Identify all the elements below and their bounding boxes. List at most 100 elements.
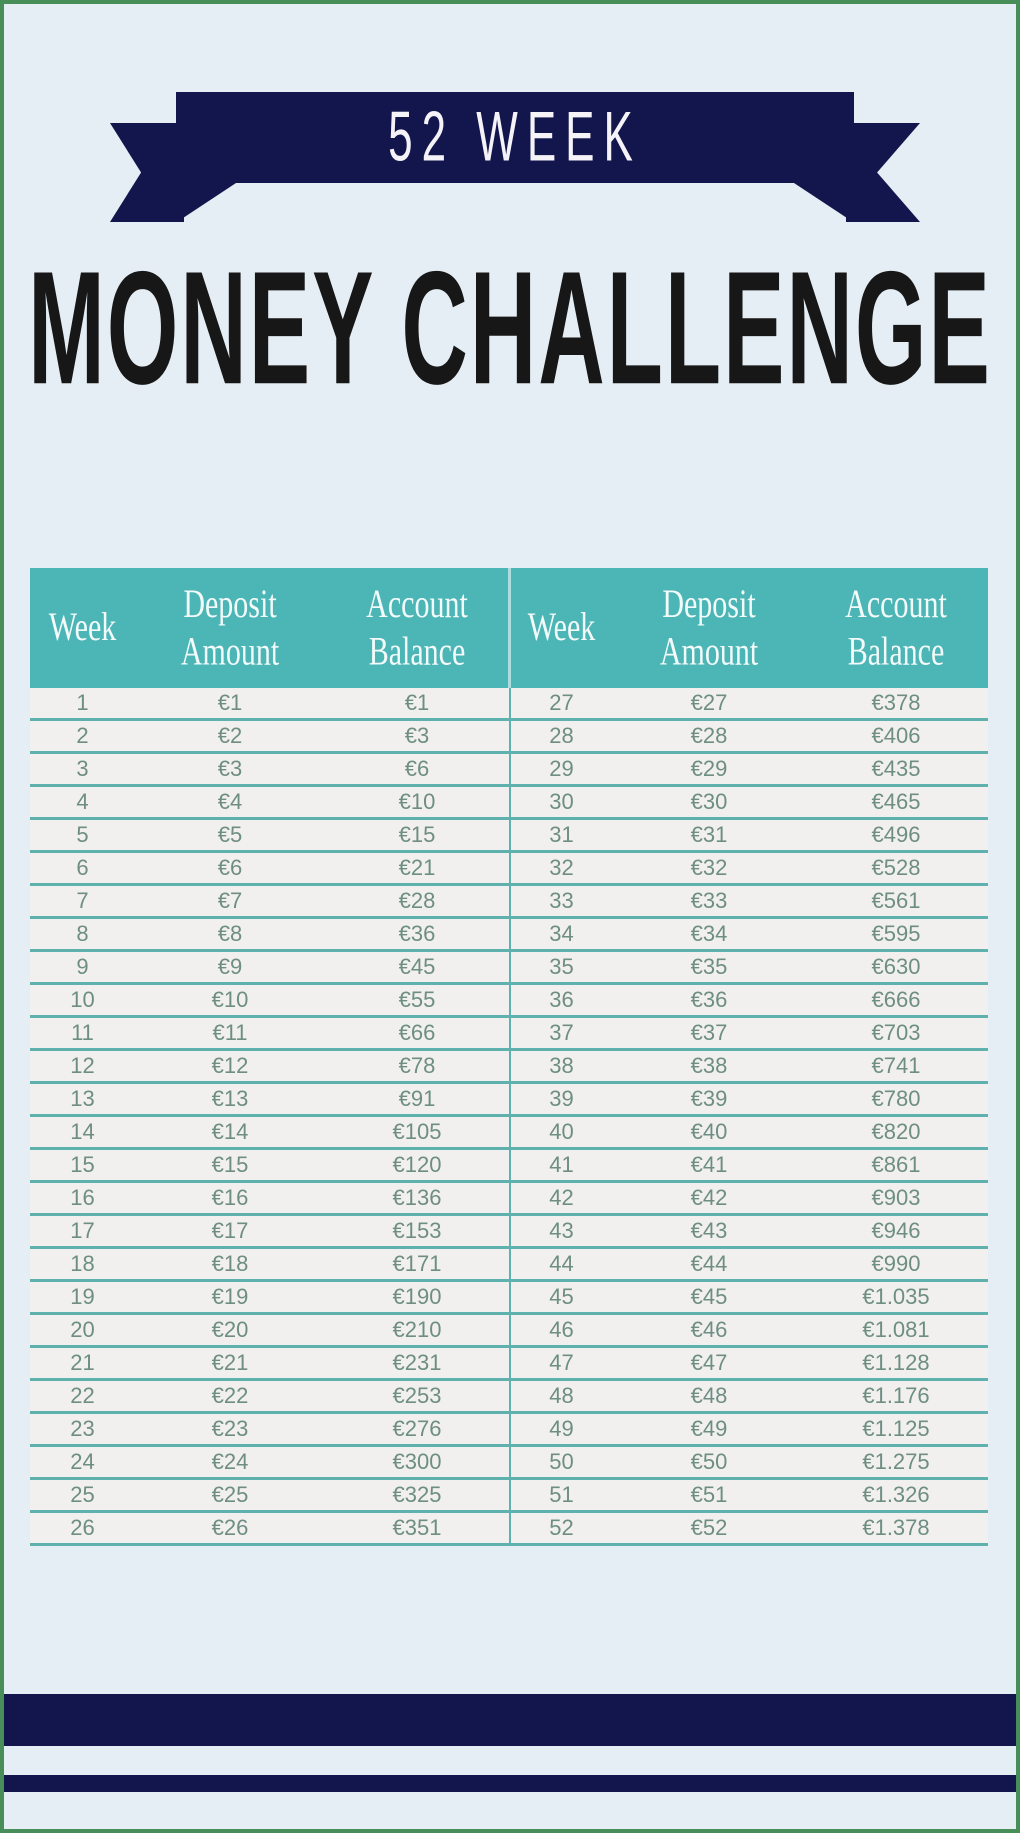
deposit-cell: €28 [690, 723, 728, 748]
deposit-cell: €39 [690, 1086, 728, 1111]
balance-cell: €6 [404, 756, 430, 781]
deposit-cell: €19 [211, 1284, 249, 1309]
week-cell: 49 [549, 1416, 574, 1441]
week-cell: 29 [549, 756, 574, 781]
balance-cell: €300 [392, 1449, 442, 1474]
deposit-cell: €14 [211, 1119, 249, 1144]
balance-cell: €325 [392, 1482, 442, 1507]
balance-cell: €190 [392, 1284, 442, 1309]
balance-cell: €136 [392, 1185, 442, 1210]
week-cell: 47 [549, 1350, 574, 1375]
deposit-cell: €21 [211, 1350, 249, 1375]
ribbon-tail-left [110, 123, 184, 222]
balance-cell: €561 [871, 888, 921, 913]
header-balance-left: Account Balance [366, 581, 468, 673]
deposit-cell: €34 [690, 921, 728, 946]
balance-cell: €231 [392, 1350, 442, 1375]
balance-cell: €91 [398, 1086, 436, 1111]
week-cell: 22 [70, 1383, 95, 1408]
week-cell: 39 [549, 1086, 574, 1111]
balance-cell: €45 [398, 954, 436, 979]
week-cell: 51 [549, 1482, 574, 1507]
balance-cell: €15 [398, 822, 436, 847]
ribbon-tail-right [846, 123, 920, 222]
week-cell: 9 [76, 954, 89, 979]
week-cell: 27 [549, 690, 574, 715]
deposit-cell: €20 [211, 1317, 249, 1342]
deposit-cell: €35 [690, 954, 728, 979]
week-cell: 50 [549, 1449, 574, 1474]
week-cell: 14 [70, 1119, 95, 1144]
balance-cell: €666 [871, 987, 921, 1012]
deposit-cell: €32 [690, 855, 728, 880]
week-cell: 5 [76, 822, 89, 847]
header-deposit-right: Deposit Amount [659, 581, 759, 673]
balance-cell: €1.128 [862, 1350, 930, 1375]
deposit-cell: €40 [690, 1119, 728, 1144]
bottom-stripe-thick [4, 1694, 1016, 1746]
week-cell: 13 [70, 1086, 95, 1111]
balance-cell: €861 [871, 1152, 921, 1177]
balance-cell: €465 [871, 789, 921, 814]
balance-cell: €435 [871, 756, 921, 781]
balance-cell: €253 [392, 1383, 442, 1408]
week-cell: 42 [549, 1185, 574, 1210]
deposit-cell: €1 [217, 690, 243, 715]
deposit-cell: €25 [211, 1482, 249, 1507]
deposit-cell: €46 [690, 1317, 728, 1342]
header-balance-right: Account Balance [845, 581, 947, 673]
balance-cell: €820 [871, 1119, 921, 1144]
deposit-cell: €15 [211, 1152, 249, 1177]
week-cell: 12 [70, 1053, 95, 1078]
week-cell: 40 [549, 1119, 574, 1144]
deposit-cell: €49 [690, 1416, 728, 1441]
week-cell: 15 [70, 1152, 95, 1177]
table-body-divider [509, 688, 511, 1546]
week-cell: 2 [76, 723, 89, 748]
deposit-cell: €27 [690, 690, 728, 715]
deposit-cell: €4 [217, 789, 243, 814]
week-cell: 48 [549, 1383, 574, 1408]
week-cell: 4 [76, 789, 89, 814]
balance-cell: €120 [392, 1152, 442, 1177]
deposit-cell: €41 [690, 1152, 728, 1177]
table-header-right-half: Week Deposit Amount Account Balance [509, 568, 988, 688]
table-header-left-half: Week Deposit Amount Account Balance [30, 568, 509, 688]
balance-cell: €595 [871, 921, 921, 946]
balance-cell: €105 [392, 1119, 442, 1144]
week-cell: 38 [549, 1053, 574, 1078]
bottom-stripe-thin [4, 1775, 1016, 1792]
week-cell: 31 [549, 822, 574, 847]
balance-cell: €351 [392, 1515, 442, 1540]
deposit-cell: €52 [690, 1515, 728, 1540]
balance-cell: €990 [871, 1251, 921, 1276]
balance-cell: €171 [392, 1251, 442, 1276]
balance-cell: €1 [404, 690, 430, 715]
balance-cell: €903 [871, 1185, 921, 1210]
week-cell: 6 [76, 855, 89, 880]
week-cell: 35 [549, 954, 574, 979]
week-cell: 52 [549, 1515, 574, 1540]
week-cell: 25 [70, 1482, 95, 1507]
deposit-cell: €48 [690, 1383, 728, 1408]
deposit-cell: €51 [690, 1482, 728, 1507]
deposit-cell: €8 [217, 921, 243, 946]
balance-cell: €10 [398, 789, 436, 814]
deposit-cell: €33 [690, 888, 728, 913]
deposit-cell: €13 [211, 1086, 249, 1111]
balance-cell: €946 [871, 1218, 921, 1243]
week-cell: 11 [71, 1020, 94, 1045]
deposit-cell: €22 [211, 1383, 249, 1408]
balance-cell: €66 [398, 1020, 436, 1045]
balance-cell: €496 [871, 822, 921, 847]
deposit-cell: €18 [211, 1251, 249, 1276]
deposit-cell: €42 [690, 1185, 728, 1210]
deposit-cell: €36 [690, 987, 728, 1012]
balance-cell: €703 [871, 1020, 921, 1045]
balance-cell: €1.035 [862, 1284, 930, 1309]
balance-cell: €630 [871, 954, 921, 979]
week-cell: 43 [549, 1218, 574, 1243]
week-cell: 28 [549, 723, 574, 748]
table-header-divider [508, 568, 511, 688]
balance-cell: €276 [392, 1416, 442, 1441]
